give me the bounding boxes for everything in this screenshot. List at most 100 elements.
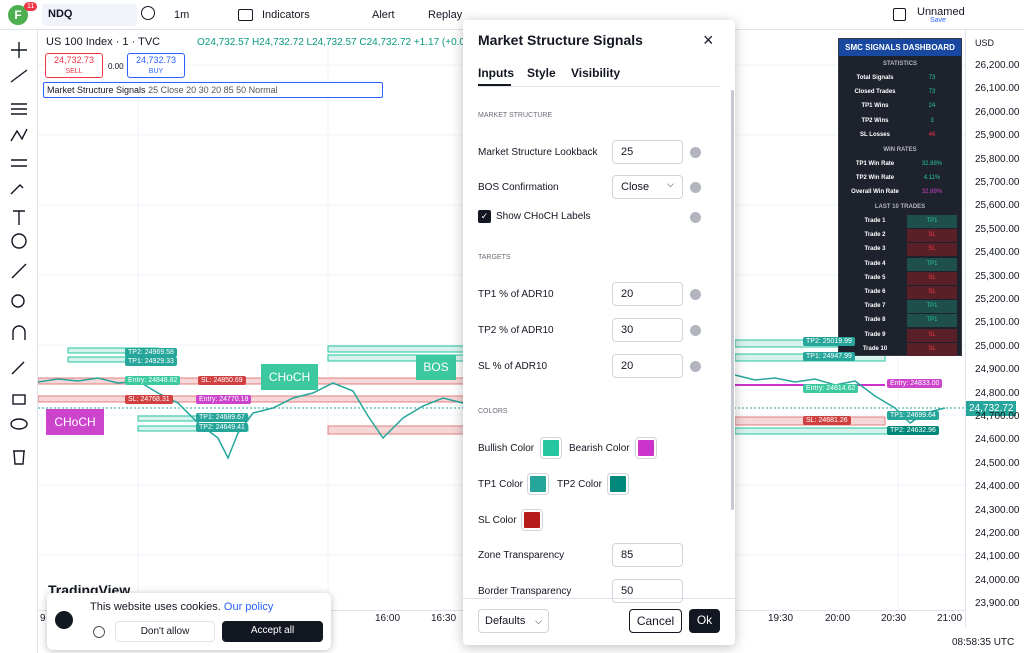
dashboard-value: 46 (928, 131, 936, 138)
info-icon[interactable] (690, 361, 701, 372)
avatar[interactable]: F (8, 5, 28, 25)
field-label: SL % of ADR10 (478, 361, 548, 372)
indicator-legend[interactable]: Market Structure Signals 25 Close 20 30 … (43, 82, 383, 98)
trade-label: TP1: 24689.67 (196, 413, 248, 422)
dashboard-value: SL (907, 243, 957, 257)
price-tick: 24,500.00 (975, 457, 1020, 469)
buy-button[interactable]: 24,732.73 BUY (127, 53, 185, 78)
checkbox[interactable]: ✓ (478, 210, 491, 223)
buy-price: 24,732.73 (135, 55, 177, 65)
dashboard-label: Trade 8 (864, 317, 886, 324)
dashboard-label: TP2 Win Rate (855, 175, 895, 182)
color-swatch[interactable] (636, 438, 656, 458)
tab-underline (478, 84, 511, 86)
select[interactable]: Close (612, 175, 683, 199)
dashboard-section: WIN RATES (883, 147, 917, 153)
price-tick: 24,300.00 (975, 504, 1020, 516)
footer-divider (463, 598, 735, 599)
tab[interactable]: Style (527, 66, 556, 80)
info-icon[interactable] (690, 289, 701, 300)
layout-checkbox[interactable] (893, 8, 906, 21)
dashboard-value: SL (907, 286, 957, 299)
tab-divider (478, 86, 720, 87)
dashboard-title: SMC SIGNALS DASHBOARD (839, 39, 961, 56)
scrollbar[interactable] (731, 90, 734, 510)
input[interactable]: 50 (612, 579, 683, 603)
trade-label: Entry: 24848.82 (125, 376, 181, 385)
cookie-policy[interactable]: Our policy (223, 601, 274, 613)
sell-button[interactable]: 24,732.73 SELL (45, 53, 103, 78)
dashboard-label: Trade 5 (864, 274, 886, 281)
dashboard-value: TP1 (907, 257, 957, 271)
close-button[interactable]: × (703, 30, 714, 50)
time-tick: 19:30 (768, 613, 794, 624)
input[interactable]: 30 (612, 318, 683, 342)
time-tick: 16:00 (375, 613, 401, 624)
section-title: TARGETS (478, 254, 511, 261)
defaults-select[interactable]: Defaults ⌵ (478, 609, 549, 633)
color-swatch[interactable] (528, 474, 548, 494)
time-tick: 20:30 (881, 613, 907, 624)
select-arrow: ⌵ (667, 179, 674, 189)
info-icon[interactable] (690, 325, 701, 336)
current-price: 24,732.72 (966, 401, 1016, 416)
legend-symbol[interactable]: US 100 Index · 1 · TVC (46, 36, 161, 48)
trade-label: Entry: 24770.18 (196, 395, 252, 404)
trade-label: Entry: 24814.62 (803, 384, 859, 393)
color-swatch[interactable] (522, 510, 542, 530)
dashboard-value: 32.88% (921, 161, 943, 167)
color-swatch[interactable] (608, 474, 628, 494)
dashboard-label: TP1 Win Rate (855, 161, 895, 167)
tab[interactable]: Inputs (478, 66, 514, 80)
dashboard-value: 32.88% (921, 189, 943, 196)
price-tick: 24,400.00 (975, 481, 1020, 493)
dashboard-value: SL (907, 229, 957, 243)
indicators[interactable]: Indicators (262, 9, 310, 21)
price-tick: 24,800.00 (975, 387, 1020, 399)
info-icon[interactable] (690, 147, 701, 158)
symbol-search[interactable]: NDQ (42, 4, 137, 26)
field-label: TP1 % of ADR10 (478, 289, 554, 300)
section-title: MARKET STRUCTURE (478, 112, 553, 119)
info-icon[interactable] (690, 182, 701, 193)
deny-button[interactable]: Don't allow (115, 621, 215, 642)
accept-button[interactable]: Accept all (222, 621, 323, 642)
price-tick: 25,500.00 (975, 223, 1020, 235)
input[interactable]: 85 (612, 543, 683, 567)
dashboard-label: Trade 9 (864, 331, 886, 338)
settings-icon[interactable] (93, 626, 105, 638)
dashboard-value: SL (907, 271, 957, 285)
dashboard-value: SL (907, 342, 957, 356)
replay[interactable]: Replay (428, 9, 463, 21)
dashboard-value: 3 (930, 117, 934, 124)
time-tick: 16:30 (431, 613, 457, 624)
ok-button[interactable]: Ok (689, 609, 720, 633)
dashboard-label: Overall Win Rate (851, 189, 899, 196)
interval[interactable]: 1m (174, 9, 190, 21)
color-swatch[interactable] (541, 438, 561, 458)
dashboard-value: 73 (928, 75, 936, 81)
input[interactable]: 20 (612, 354, 683, 378)
input[interactable]: 20 (612, 282, 683, 306)
dashboard-label: Trade 10 (862, 345, 888, 352)
tab[interactable]: Visibility (571, 66, 621, 80)
price-tick: 24,900.00 (975, 364, 1020, 376)
dashboard-label: Trade 2 (864, 232, 886, 239)
input[interactable]: 25 (612, 140, 683, 164)
layout-name[interactable]: Unnamed (917, 6, 965, 18)
clock: 08:58:35 UTC (952, 637, 1015, 648)
price-tick: 24,200.00 (975, 528, 1020, 539)
cancel-button[interactable]: Cancel (629, 609, 682, 633)
field-label: TP2 % of ADR10 (478, 325, 554, 336)
currency[interactable]: USD (975, 38, 995, 48)
trade-label: TP2: 25019.99 (803, 337, 855, 346)
alert[interactable]: Alert (372, 9, 395, 21)
save[interactable]: Save (930, 17, 946, 24)
trade-label: TP2: 24969.58 (125, 348, 177, 357)
info-icon[interactable] (690, 212, 701, 223)
color-label: SL Color (478, 515, 517, 526)
buy-label: BUY (148, 68, 164, 75)
add-icon[interactable] (141, 6, 155, 20)
bos-label: BOS (416, 355, 456, 380)
